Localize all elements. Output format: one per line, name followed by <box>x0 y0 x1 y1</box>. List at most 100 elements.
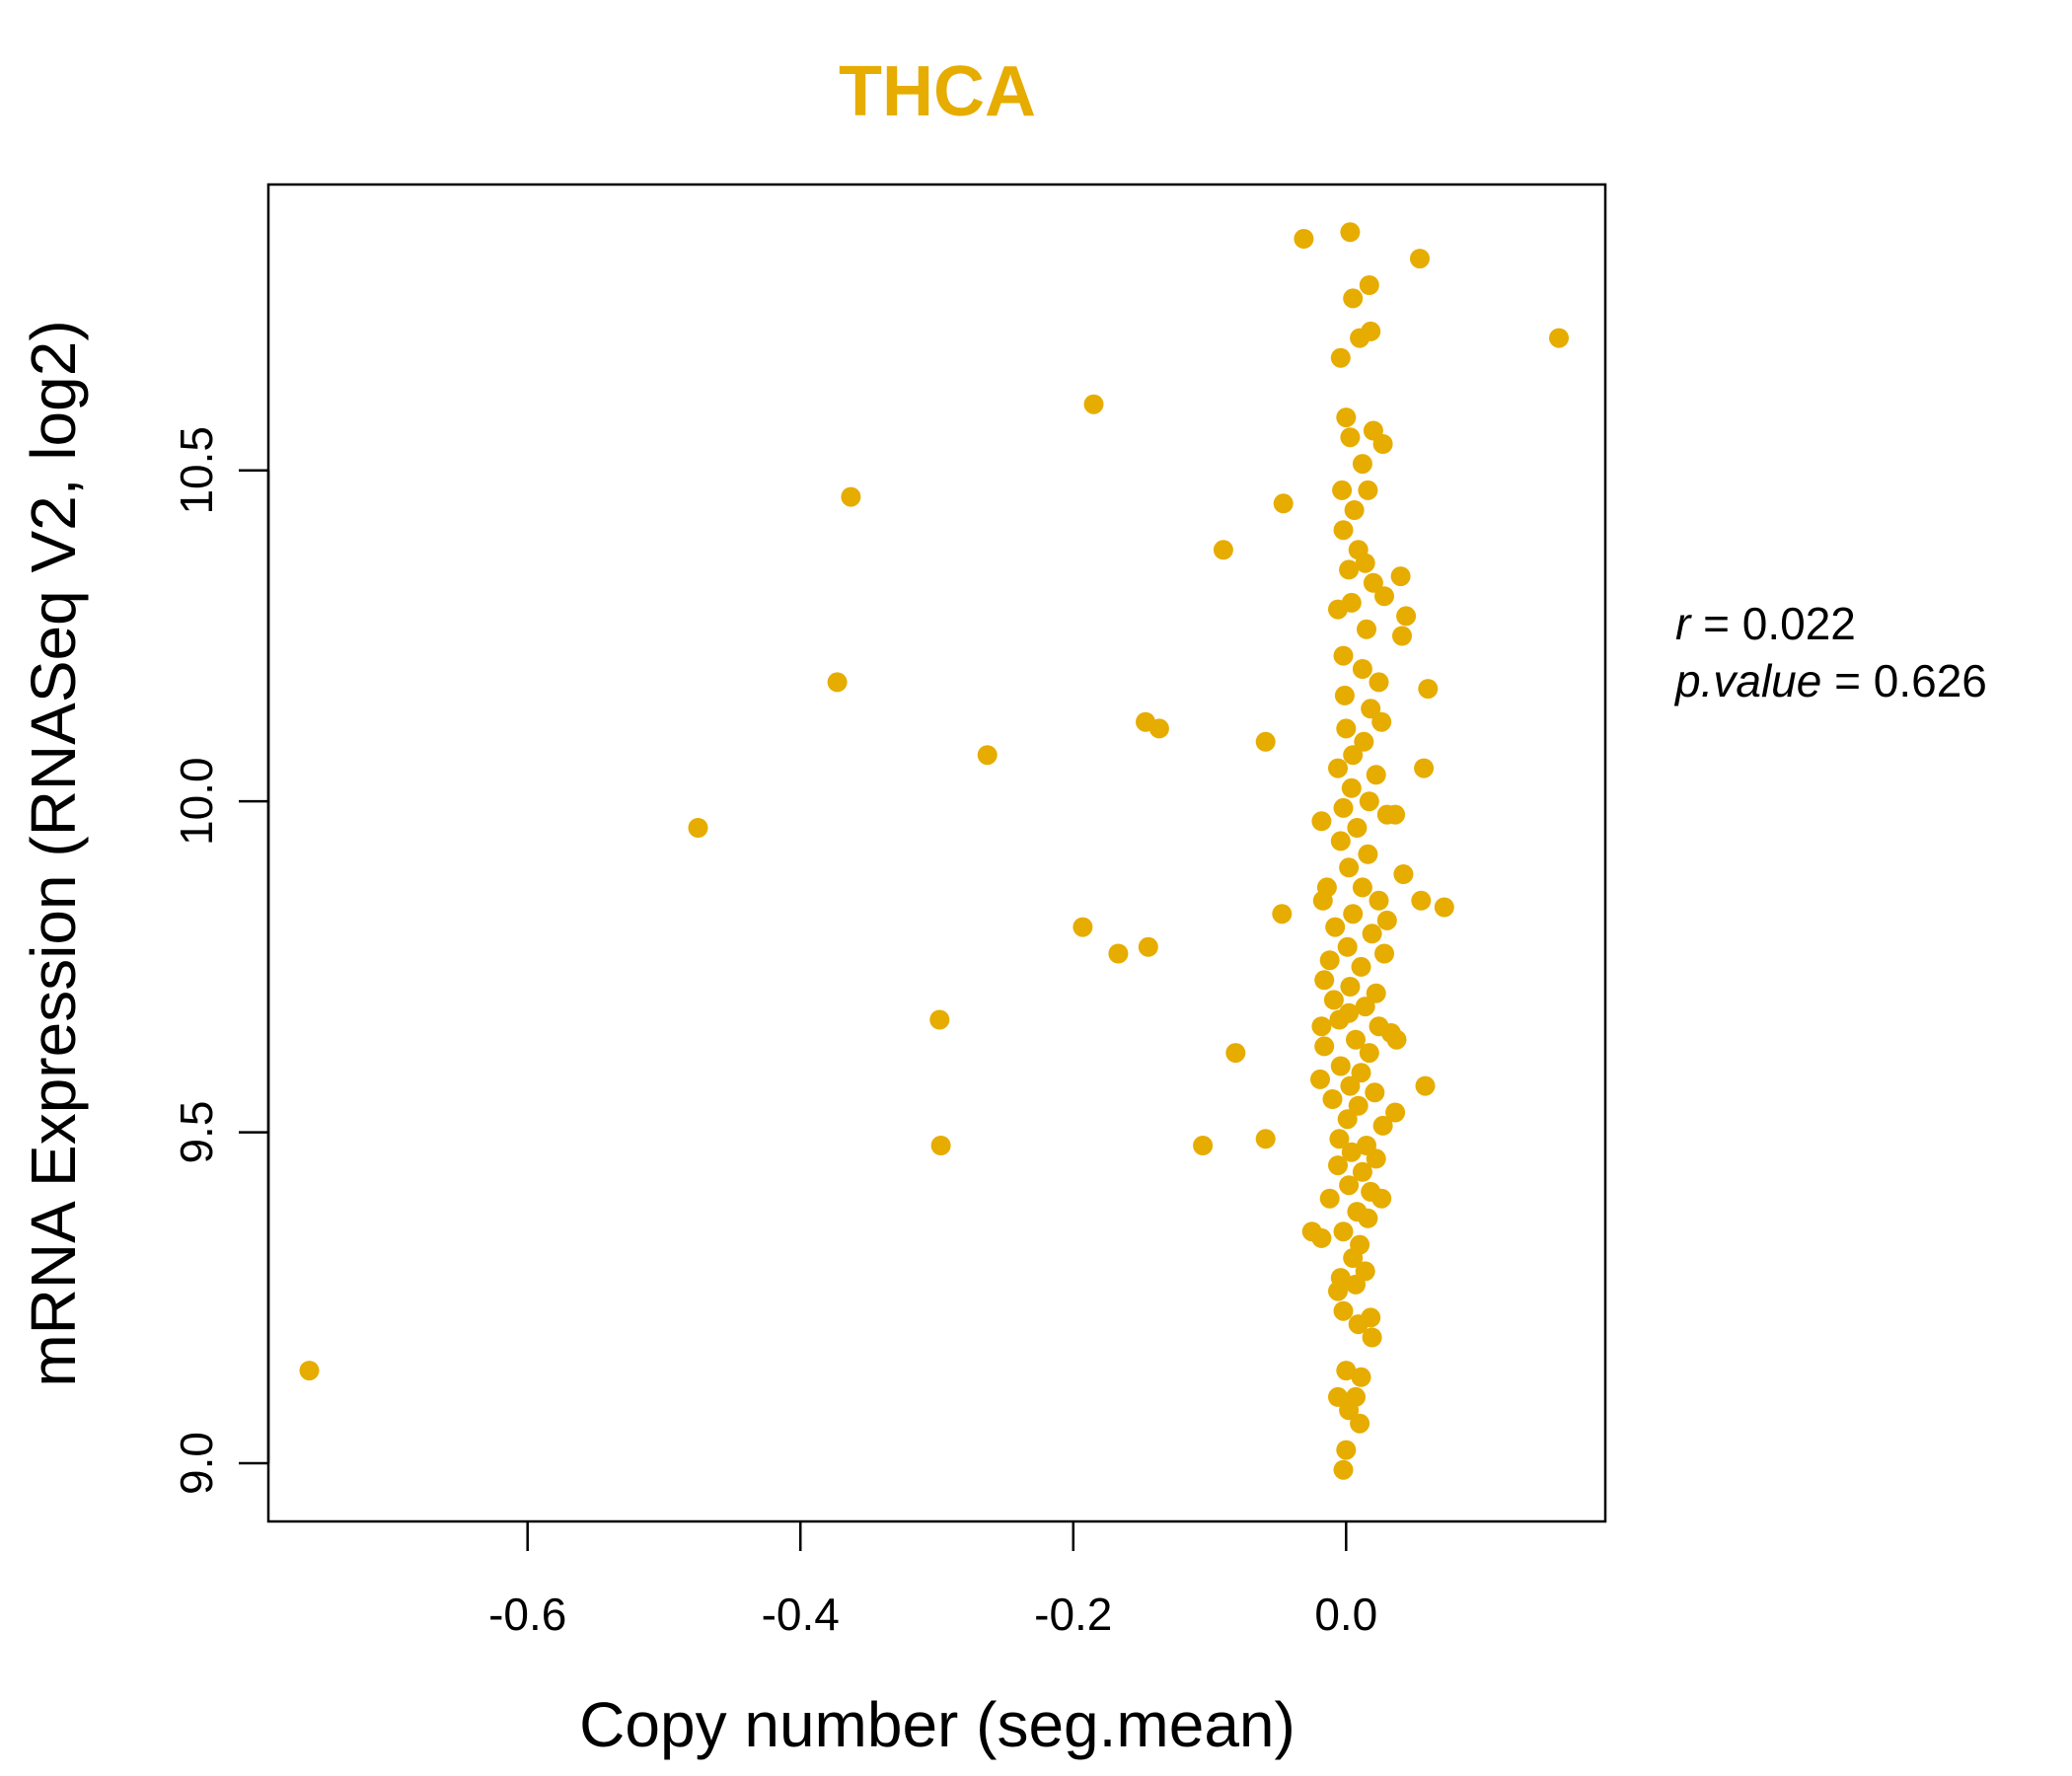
data-point <box>1355 553 1375 573</box>
p-equals: = <box>1834 655 1874 706</box>
data-point <box>1358 480 1378 500</box>
data-point <box>1272 904 1293 925</box>
data-point <box>1411 890 1432 911</box>
data-point <box>1328 758 1348 778</box>
data-point <box>1337 1109 1358 1130</box>
data-point <box>1418 679 1439 700</box>
data-point <box>1333 1221 1354 1242</box>
data-point <box>1350 1413 1370 1434</box>
data-point <box>1351 1063 1371 1083</box>
data-point <box>929 1009 950 1030</box>
data-point <box>1357 619 1376 639</box>
data-point <box>1337 936 1358 957</box>
data-point <box>1361 699 1381 719</box>
data-point <box>1340 427 1361 448</box>
data-point <box>1225 1043 1246 1064</box>
data-point <box>1330 1056 1351 1076</box>
data-point <box>1328 1281 1348 1301</box>
data-point <box>1358 1208 1378 1228</box>
data-point <box>1213 540 1233 560</box>
x-tick-label: -0.4 <box>762 1589 840 1640</box>
data-point <box>1358 844 1378 864</box>
data-point <box>1343 288 1364 309</box>
data-point <box>1414 758 1435 778</box>
data-point <box>1374 586 1394 607</box>
data-point <box>1396 606 1417 627</box>
data-point <box>1352 877 1372 898</box>
data-point <box>1325 917 1346 937</box>
data-point <box>1376 910 1397 930</box>
points-layer <box>299 222 1569 1480</box>
data-point <box>1348 1314 1369 1335</box>
data-point <box>1366 1148 1386 1169</box>
data-point <box>1330 831 1351 851</box>
data-point <box>1371 1188 1392 1209</box>
data-point <box>1319 950 1340 971</box>
data-point <box>1346 1029 1366 1050</box>
data-point <box>1372 434 1393 454</box>
data-point <box>1549 328 1569 348</box>
data-point <box>1341 777 1362 798</box>
svg-text:p.value = 0.626: p.value = 0.626 <box>1673 655 1987 706</box>
data-point <box>1108 943 1129 964</box>
data-point <box>1346 1274 1366 1295</box>
data-point <box>1138 936 1158 957</box>
data-point <box>827 672 848 693</box>
r-equals: = <box>1703 598 1742 649</box>
x-axis-label: Copy number (seg.mean) <box>579 1689 1295 1760</box>
data-point <box>1385 804 1406 825</box>
data-point <box>1083 394 1104 414</box>
r-value: 0.022 <box>1742 598 1856 649</box>
data-point <box>1333 645 1354 666</box>
data-point <box>1369 890 1389 911</box>
data-point <box>1336 1361 1357 1381</box>
data-point <box>1362 1327 1382 1348</box>
data-point <box>1351 1367 1371 1387</box>
data-point <box>1322 1089 1343 1109</box>
y-tick-label: 9.5 <box>171 1101 222 1164</box>
data-point <box>1355 997 1375 1017</box>
data-point <box>1369 672 1389 693</box>
x-axis: -0.6 -0.4 -0.2 0.0 <box>488 1521 1377 1640</box>
data-point <box>1336 718 1357 739</box>
data-point <box>1340 1075 1361 1096</box>
data-point <box>1385 1102 1406 1123</box>
data-point <box>299 1361 320 1381</box>
data-point <box>1294 229 1314 249</box>
x-tick-label: -0.2 <box>1034 1589 1112 1640</box>
data-point <box>1311 811 1332 832</box>
data-point <box>930 1136 951 1155</box>
data-point <box>1312 890 1333 911</box>
data-point <box>1362 924 1382 944</box>
chart-title: THCA <box>839 52 1036 131</box>
data-point <box>1390 566 1411 587</box>
data-point <box>1354 731 1374 752</box>
data-point <box>1352 659 1372 679</box>
data-point <box>688 818 708 838</box>
data-point <box>1361 321 1381 341</box>
data-point <box>1339 1175 1360 1196</box>
data-point <box>1330 347 1351 368</box>
data-point <box>1348 1095 1369 1116</box>
data-point <box>1334 685 1355 705</box>
data-point <box>1148 718 1169 739</box>
data-point <box>1255 731 1276 752</box>
data-point <box>1333 797 1354 818</box>
p-label: p.value <box>1673 655 1821 706</box>
data-point <box>1333 1300 1354 1321</box>
data-point <box>1319 1188 1340 1209</box>
data-point <box>1393 864 1414 884</box>
data-point <box>1333 520 1354 541</box>
data-point <box>1372 1115 1393 1136</box>
data-point <box>1332 480 1353 500</box>
data-point <box>1351 956 1371 977</box>
data-point <box>1341 1142 1362 1162</box>
data-point <box>1340 977 1361 997</box>
data-point <box>1333 1459 1354 1480</box>
data-point <box>1352 1161 1372 1182</box>
data-point <box>1343 904 1364 925</box>
data-point <box>1314 970 1335 991</box>
data-point <box>1255 1129 1276 1149</box>
data-point <box>1365 1082 1385 1103</box>
